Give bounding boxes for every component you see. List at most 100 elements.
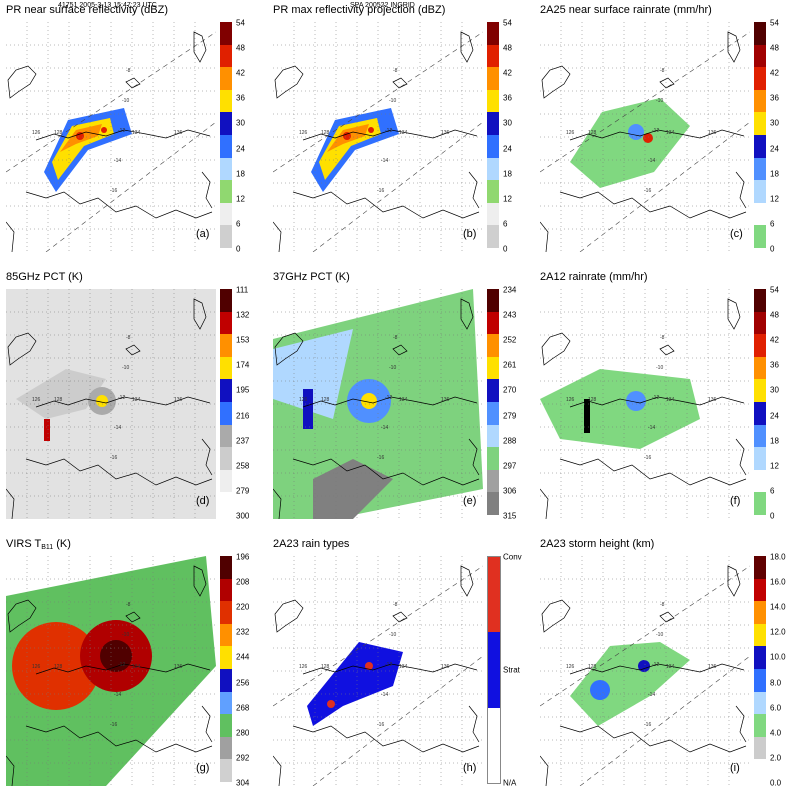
- colorbar-segment: [220, 44, 232, 68]
- coastlines: [6, 298, 213, 519]
- colorbar-tick-label: 216: [236, 410, 250, 420]
- coastlines: [6, 565, 213, 786]
- lat-label: -8: [126, 68, 131, 74]
- colorbar-segment: [487, 311, 499, 335]
- coastline: [559, 458, 747, 486]
- colorbar-segment: [754, 225, 766, 248]
- lon-label: 128: [54, 130, 63, 136]
- coastline: [468, 438, 480, 476]
- colorbar-tick-label: 24: [236, 143, 245, 153]
- map-svg: -8 -10 -12 -14 -16 126 128 134 136: [540, 556, 750, 786]
- colorbar-tick-label: 237: [236, 436, 250, 446]
- colorbar-tick-label: 42: [503, 68, 512, 78]
- colorbar-segment: [220, 225, 232, 248]
- colorbar-tick-label: 196: [236, 552, 250, 562]
- strat-region: [307, 642, 403, 726]
- header-storm-id: SPA 200522 INGRID: [350, 2, 415, 9]
- lat-label: -16: [644, 188, 651, 194]
- lon-label: 128: [588, 130, 597, 136]
- lat-label: -12: [118, 395, 125, 401]
- coastline: [7, 332, 37, 366]
- coastlines: [6, 31, 213, 252]
- colorbar-tick-label: 30: [770, 118, 779, 128]
- lat-label: -14: [114, 692, 121, 698]
- panel-title-text: 37GHz PCT (K): [273, 271, 350, 283]
- coastline: [541, 599, 571, 633]
- colorbar-segment: [488, 707, 500, 783]
- colorbar-tick-label: 36: [770, 93, 779, 103]
- map-svg: -8 -10 -12 -14 -16 126 128 134 136: [273, 22, 483, 252]
- panel-label: (h): [463, 762, 477, 774]
- lat-lon-grid: [540, 289, 750, 519]
- colorbar-tick-label: 220: [236, 602, 250, 612]
- colorbar-tick-label: Conv: [503, 552, 522, 562]
- colorbar-segment: [754, 691, 766, 715]
- colorbar-segment: [754, 379, 766, 402]
- colorbar-tick-label: 12: [770, 461, 779, 471]
- panel-title-text: PR max reflectivity projection (dBZ): [273, 4, 446, 16]
- colorbar-tick-label: 54: [236, 18, 245, 28]
- map-area: -8 -10 -12 -14 -16 126 128 134 136: [540, 289, 750, 519]
- colorbar-segment: [220, 736, 232, 760]
- colorbar-segment: [754, 424, 766, 448]
- lat-lon-grid: [273, 22, 483, 252]
- height-core: [590, 680, 610, 700]
- panel-title: 2A23 rain types: [273, 538, 349, 550]
- colorbar-segment: [220, 135, 232, 158]
- colorbar-segment: [754, 492, 766, 515]
- lat-label: -8: [393, 68, 398, 74]
- lon-label: 128: [54, 664, 63, 670]
- tb-core: [361, 393, 377, 409]
- colorbar-tick-label: 292: [236, 753, 250, 763]
- map-svg: -8 -10 -12 -14 -16 126 128 134 136: [6, 556, 216, 786]
- coastline: [273, 755, 282, 786]
- lon-label: 134: [399, 130, 408, 136]
- panel-title-text: 2A25 near surface rainrate (mm/hr): [540, 4, 712, 16]
- lat-label: -10: [389, 98, 396, 104]
- colorbar-tick-label: 18: [770, 169, 779, 179]
- colorbar-tick-label: 261: [503, 360, 517, 370]
- colorbar-tick-label: 244: [236, 652, 250, 662]
- lon-label: 134: [132, 397, 141, 403]
- colorbar: [754, 289, 766, 515]
- coastline: [468, 705, 480, 743]
- colorbar-segment: [220, 601, 232, 624]
- coastline: [541, 65, 571, 99]
- colorbar-segment: [220, 556, 232, 579]
- colorbar-tick-label: 306: [503, 486, 517, 496]
- lat-label: -12: [652, 128, 659, 134]
- coastline: [302, 663, 478, 675]
- panel-title: 85GHz PCT (K): [6, 271, 83, 283]
- colorbar-tick-label: 18.0: [770, 552, 786, 562]
- height-core: [638, 660, 650, 672]
- lat-label: -14: [381, 425, 388, 431]
- colorbar-tick-label: 18: [236, 169, 245, 179]
- conv-cell: [365, 662, 373, 670]
- colorbar-segment: [220, 424, 232, 448]
- lat-label: -16: [377, 188, 384, 194]
- colorbar-segment: [220, 492, 232, 515]
- panel-title: 2A25 near surface rainrate (mm/hr): [540, 4, 712, 16]
- panel-title-text: VIRS T: [6, 538, 42, 550]
- lat-lon-grid: [6, 289, 216, 519]
- colorbar-segment: [487, 289, 499, 312]
- coastline: [35, 663, 211, 675]
- panel-title: PR max reflectivity projection (dBZ): [273, 4, 445, 16]
- lat-label: -12: [385, 395, 392, 401]
- colorbar-tick-label: 16.0: [770, 577, 786, 587]
- data-field: [570, 642, 690, 726]
- colorbar-segment: [754, 623, 766, 647]
- rain-region: [570, 98, 690, 188]
- coastline: [559, 191, 747, 219]
- colorbar-tick-label: 195: [236, 385, 250, 395]
- colorbar-segment: [220, 334, 232, 357]
- coastline: [302, 396, 478, 408]
- coastline: [125, 77, 141, 89]
- lon-label: 126: [32, 130, 41, 136]
- colorbar: [220, 22, 232, 248]
- colorbar-tick-label: 153: [236, 335, 250, 345]
- colorbar-tick-label: 42: [770, 68, 779, 78]
- panel-title: 2A12 rainrate (mm/hr): [540, 271, 648, 283]
- panel-title-text: PR near surface reflectivity (dBZ): [6, 4, 168, 16]
- colorbar-tick-label: 174: [236, 360, 250, 370]
